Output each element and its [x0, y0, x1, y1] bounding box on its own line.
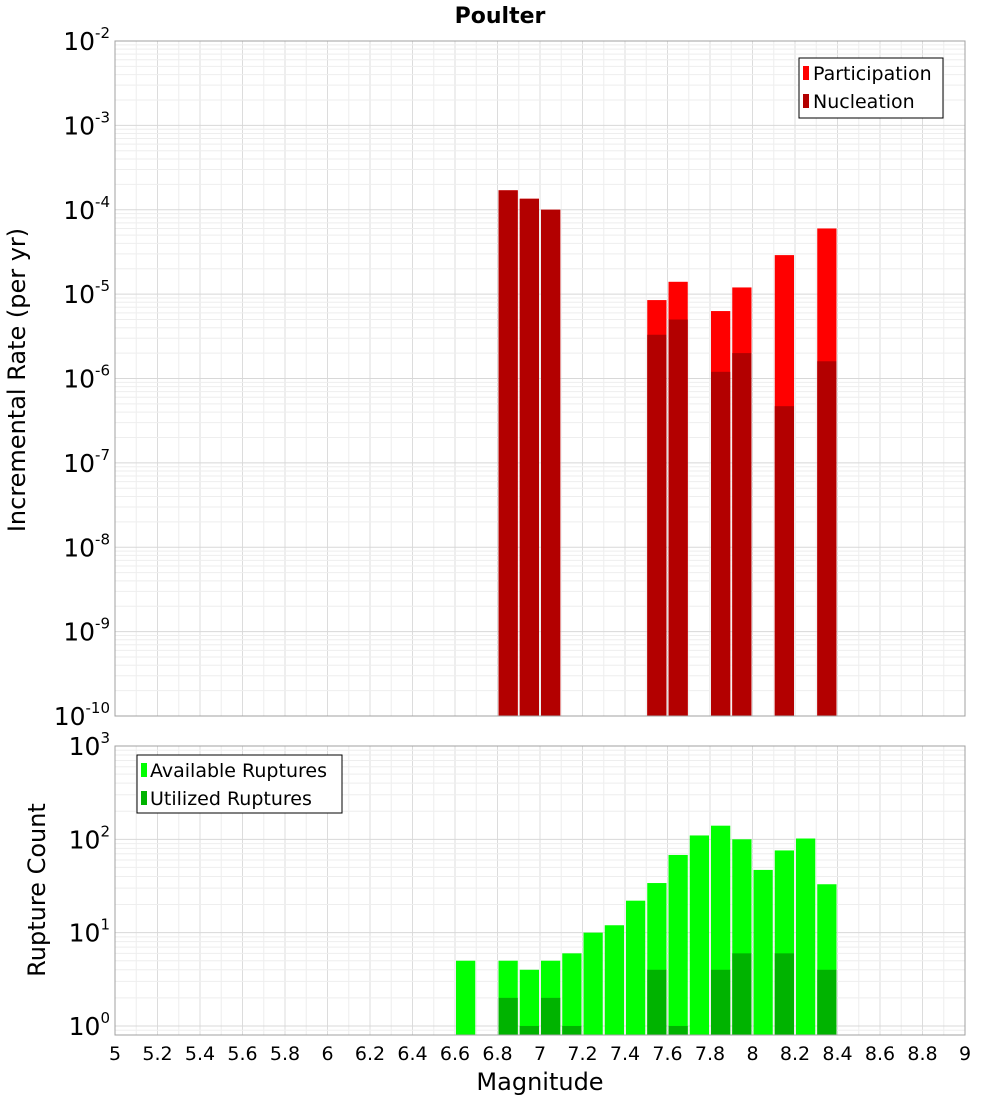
top-bars — [498, 190, 837, 717]
bar-nucleation — [732, 353, 752, 716]
bar-nucleation — [519, 198, 539, 717]
top-y-tick-label: 10-10 — [54, 699, 110, 731]
bar-utilized-ruptures — [498, 997, 518, 1035]
top-y-tick-label: 10-9 — [63, 615, 110, 647]
bar-available-ruptures — [604, 925, 624, 1035]
top-y-tick-label: 10-8 — [63, 530, 110, 562]
legend-swatch-nucleation — [803, 94, 809, 108]
x-tick-label: 8.6 — [865, 1043, 895, 1065]
top-y-ticks: 10-10 10-9 10-8 10-7 10-6 10-5 10-4 10-3 10-2 — [54, 24, 110, 731]
bar-nucleation — [647, 334, 667, 716]
legend-label-nucleation: Nucleation — [813, 91, 915, 113]
bar-available-ruptures — [626, 900, 646, 1035]
bar-utilized-ruptures — [519, 1025, 539, 1035]
top-plot-border — [114, 40, 966, 717]
bar-nucleation — [541, 209, 561, 716]
top-legend-box — [798, 57, 944, 119]
top-y-axis-label: Incremental Rate (per yr) — [3, 228, 31, 532]
bottom-y-axis-label: Rupture Count — [23, 803, 51, 977]
bottom-y-tick-label: 100 — [69, 1009, 110, 1041]
bar-available-ruptures — [456, 960, 476, 1035]
x-tick-label: 5 — [109, 1043, 121, 1065]
x-axis-label: Magnitude — [476, 1068, 603, 1096]
x-tick-label: 8 — [746, 1043, 758, 1065]
top-y-tick-label: 10-5 — [63, 277, 110, 309]
bottom-y-tick-label: 103 — [69, 729, 110, 761]
bar-utilized-ruptures — [732, 953, 752, 1035]
x-tick-label: 5.4 — [185, 1043, 215, 1065]
bottom-y-ticks: 100 101 102 103 — [69, 729, 110, 1041]
x-tick-label: 6 — [321, 1043, 333, 1065]
legend-swatch-participation — [803, 66, 809, 80]
x-tick-label: 6.4 — [397, 1043, 427, 1065]
x-tick-label: 8.8 — [907, 1043, 937, 1065]
x-tick-label: 6.6 — [440, 1043, 470, 1065]
legend-label-available: Available Ruptures — [150, 760, 327, 782]
bar-available-ruptures — [753, 869, 773, 1035]
bar-nucleation — [711, 371, 731, 716]
bar-available-ruptures — [689, 835, 709, 1035]
bottom-y-tick-label: 102 — [69, 822, 110, 854]
bar-nucleation — [498, 190, 518, 716]
top-y-tick-label: 10-4 — [63, 193, 110, 225]
bar-utilized-ruptures — [668, 1025, 688, 1035]
bar-available-ruptures — [562, 953, 582, 1035]
top-y-tick-label: 10-2 — [63, 24, 110, 56]
bottom-y-tick-label: 101 — [69, 916, 110, 948]
x-tick-label: 7 — [534, 1043, 546, 1065]
x-ticks: 5 5.2 5.4 5.6 5.8 6 6.2 6.4 6.6 6.8 7 7.2 7.4 7.6 7.8 8… — [109, 1043, 971, 1065]
x-tick-label: 5.2 — [142, 1043, 172, 1065]
bar-nucleation — [668, 319, 688, 716]
top-y-tick-label: 10-3 — [63, 108, 110, 140]
x-tick-label: 7.8 — [695, 1043, 725, 1065]
bar-nucleation — [817, 361, 837, 716]
bar-utilized-ruptures — [817, 969, 837, 1035]
x-tick-label: 7.4 — [610, 1043, 640, 1065]
legend-swatch-utilized — [141, 791, 147, 805]
x-tick-label: 5.6 — [227, 1043, 257, 1065]
bar-available-ruptures — [519, 969, 539, 1035]
bar-utilized-ruptures — [774, 953, 794, 1035]
legend-label-utilized: Utilized Ruptures — [150, 788, 312, 810]
bar-utilized-ruptures — [647, 969, 667, 1035]
bottom-legend-box — [136, 754, 343, 814]
bar-available-ruptures — [668, 854, 688, 1035]
bar-available-ruptures — [583, 932, 603, 1035]
x-tick-label: 5.8 — [270, 1043, 300, 1065]
x-tick-label: 8.4 — [822, 1043, 852, 1065]
x-tick-label: 8.2 — [780, 1043, 810, 1065]
top-panel: 10-10 10-9 10-8 10-7 10-6 10-5 10-4 10-3 10-2 In… — [3, 24, 966, 731]
bar-available-ruptures — [796, 838, 816, 1035]
x-tick-label: 9 — [959, 1043, 971, 1065]
bottom-panel: 100 101 102 103 Rupture Count Available Rup… — [23, 729, 966, 1041]
bottom-legend: Available Ruptures Utilized Ruptures — [136, 754, 343, 814]
top-legend: Participation Nucleation — [798, 57, 944, 119]
top-y-tick-label: 10-6 — [63, 362, 110, 394]
legend-swatch-available — [141, 763, 147, 777]
x-tick-label: 7.2 — [567, 1043, 597, 1065]
bar-utilized-ruptures — [562, 1025, 582, 1035]
top-y-tick-label: 10-7 — [63, 446, 110, 478]
bar-utilized-ruptures — [541, 997, 561, 1035]
top-grid — [114, 40, 966, 717]
bottom-bars — [456, 825, 837, 1035]
bottom-plot-border — [114, 745, 966, 1036]
bar-utilized-ruptures — [711, 969, 731, 1035]
x-tick-label: 7.6 — [652, 1043, 682, 1065]
legend-label-participation: Participation — [813, 63, 932, 85]
bar-nucleation — [774, 406, 794, 716]
x-tick-label: 6.2 — [355, 1043, 385, 1065]
chart-title: Poulter — [455, 4, 546, 29]
x-tick-label: 6.8 — [482, 1043, 512, 1065]
